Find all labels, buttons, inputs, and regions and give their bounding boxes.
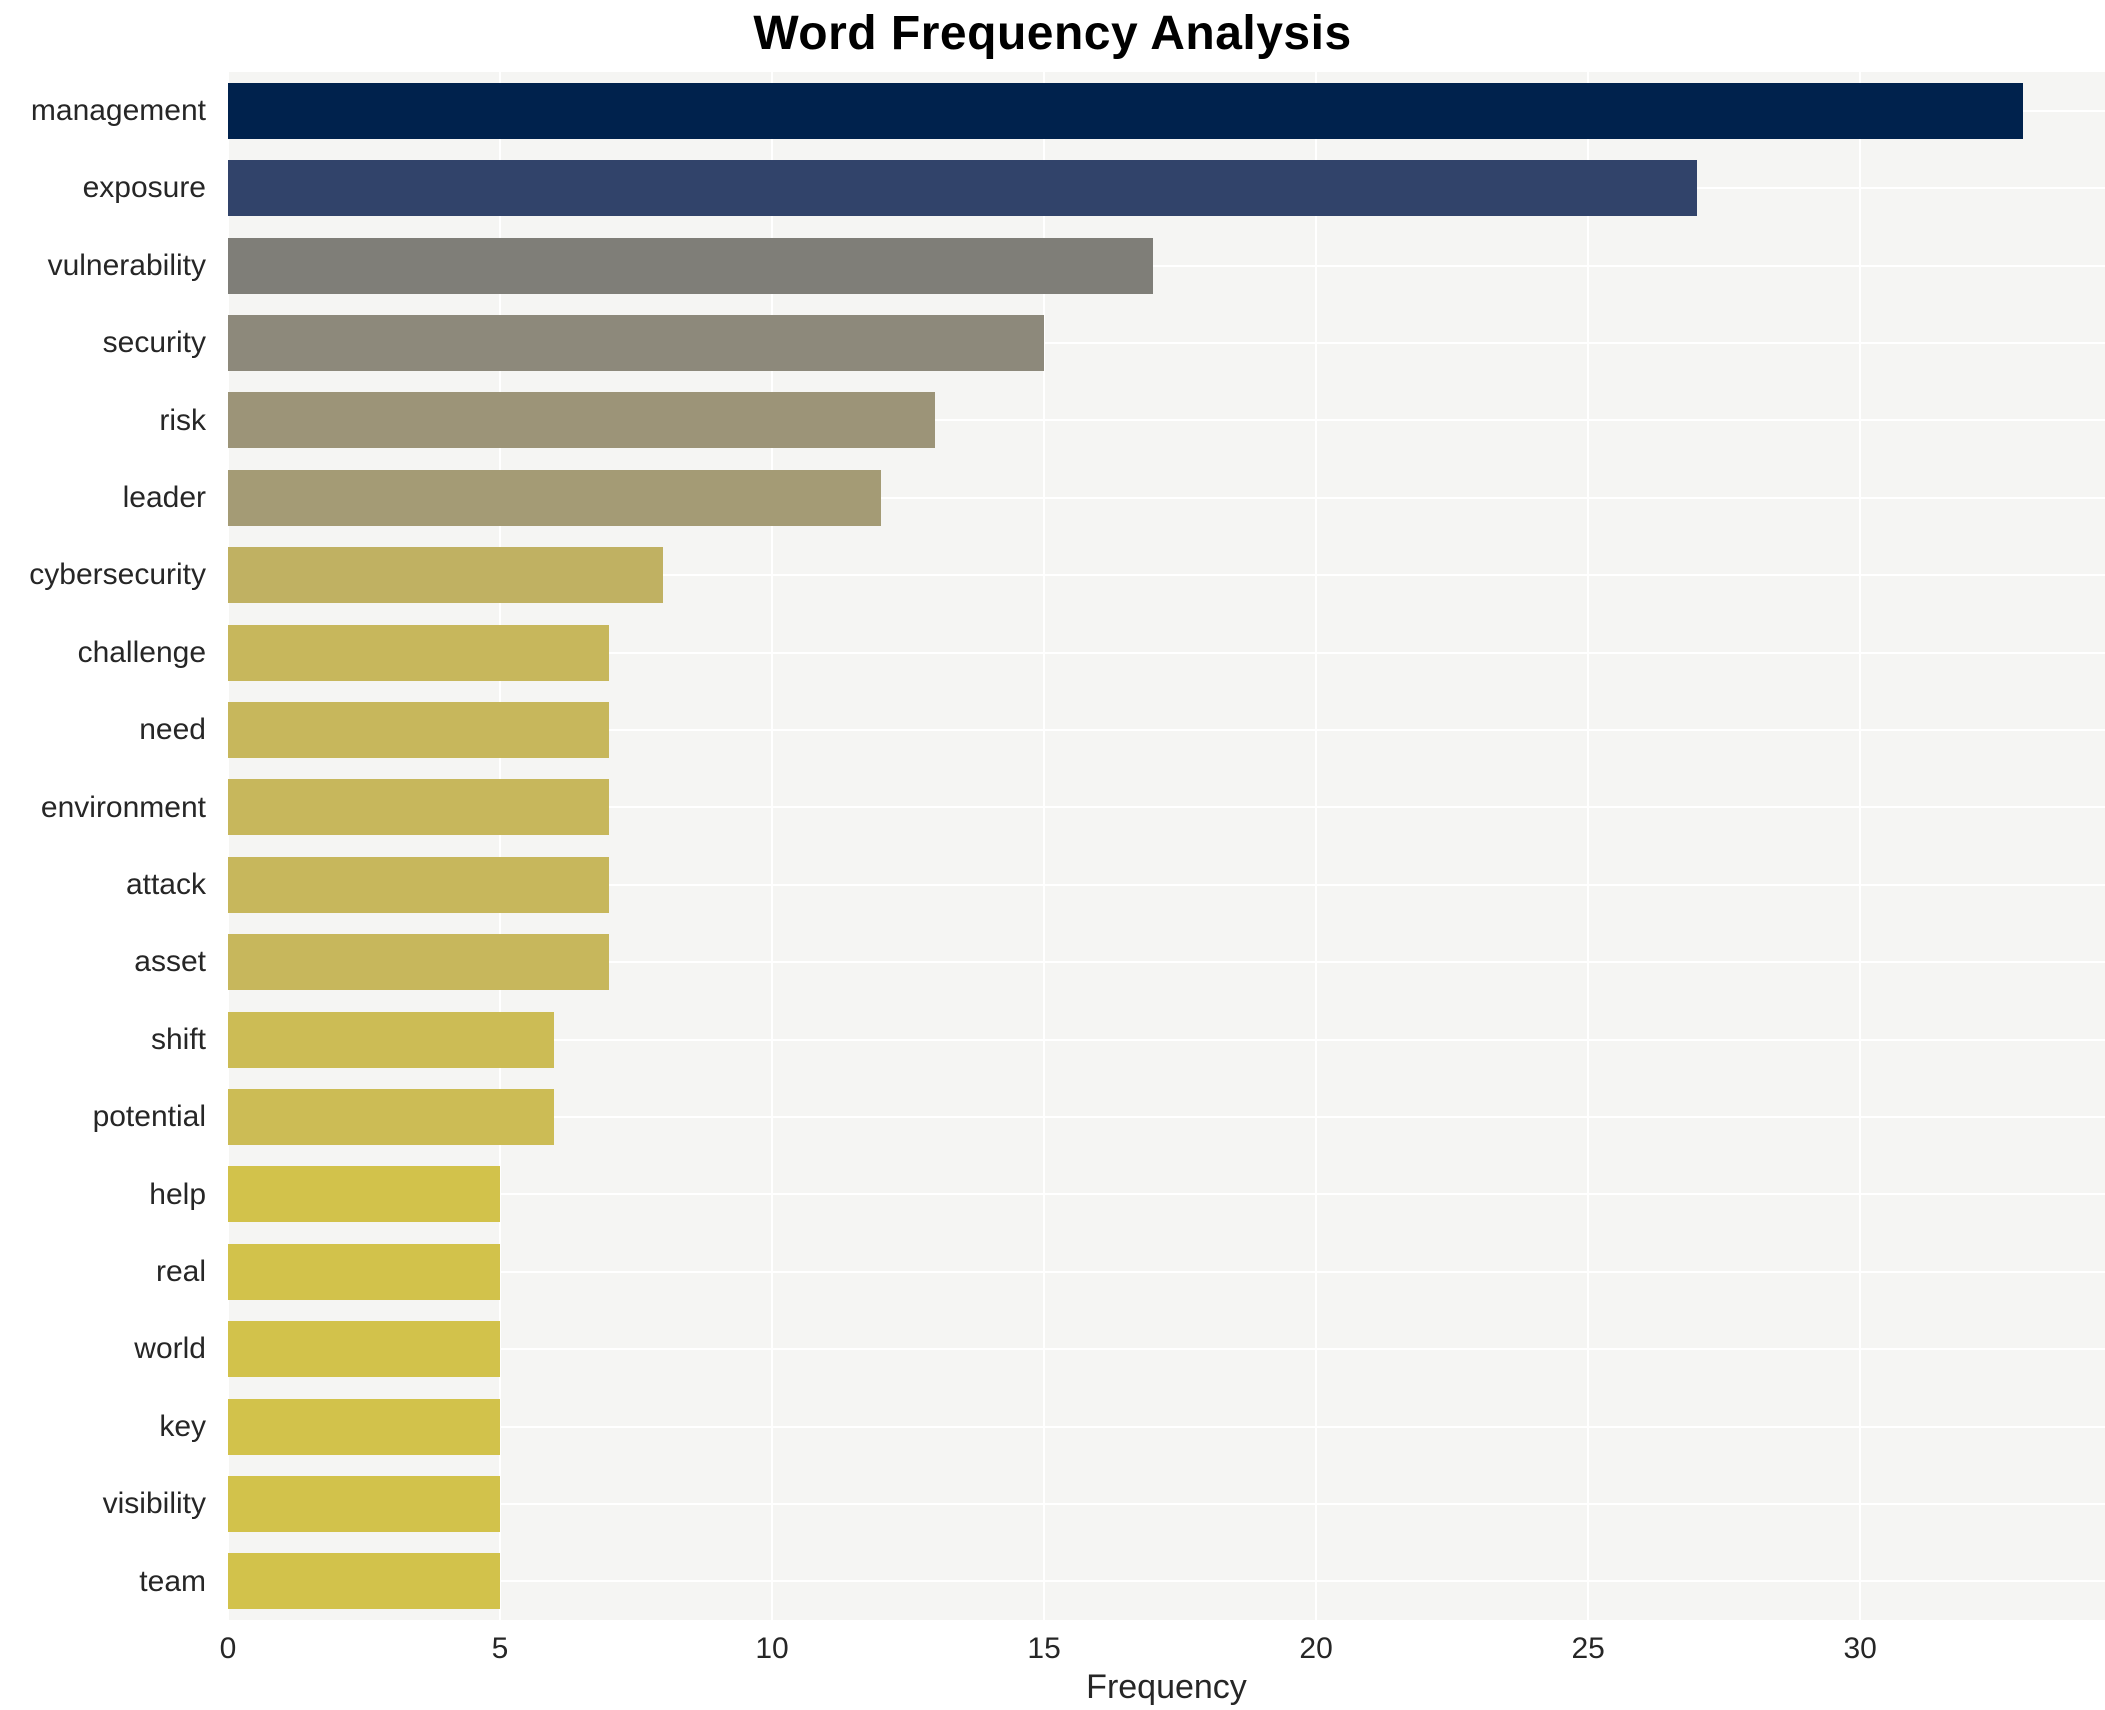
bar-real [228, 1243, 501, 1300]
gridline-y-real [228, 1270, 2105, 1273]
gridline-x-20 [1315, 72, 1318, 1620]
gridline-y-potential [228, 1115, 2105, 1118]
x-tick-label-25: 25 [1571, 1632, 1605, 1665]
gridline-y-asset [228, 961, 2105, 964]
y-axis-label-leader: leader [122, 481, 206, 514]
y-axis-label-help: help [149, 1177, 206, 1211]
x-tick-label-5: 5 [491, 1632, 509, 1665]
y-axis-label-vulnerability: vulnerability [47, 248, 206, 282]
gridline-x-25 [1587, 72, 1590, 1620]
x-tick-label-30: 30 [1843, 1632, 1877, 1665]
gridline-x-30 [1859, 72, 1862, 1620]
gridline-x-15 [1043, 72, 1046, 1620]
bar-team [228, 1553, 501, 1610]
x-axis-ticks: 0 5 10 15 20 25 30 [0, 1632, 2105, 1672]
bar-challenge [228, 624, 609, 681]
plot-area [227, 72, 2105, 1620]
bar-exposure [228, 160, 1697, 217]
gridline-y-shift [228, 1038, 2105, 1041]
x-tick-label-10: 10 [755, 1632, 789, 1665]
gridline-x-10 [771, 72, 774, 1620]
gridline-y-attack [228, 883, 2105, 886]
gridline-y-help [228, 1193, 2105, 1196]
gridline-y-team [228, 1580, 2105, 1583]
y-axis-label-cybersecurity: cybersecurity [29, 558, 206, 592]
y-axis-label-key: key [159, 1409, 206, 1443]
gridline-y-visibility [228, 1502, 2105, 1505]
bar-asset [228, 934, 609, 991]
chart-title: Word Frequency Analysis [753, 7, 1352, 60]
y-axis-label-management: management [30, 94, 206, 127]
gridline-y-challenge [228, 651, 2105, 654]
bar-leader [228, 469, 881, 526]
y-axis-label-challenge: challenge [77, 635, 206, 669]
x-tick-label-15: 15 [1027, 1632, 1061, 1665]
y-axis-label-need: need [139, 713, 206, 747]
bar-security [228, 314, 1045, 371]
bar-environment [228, 779, 609, 836]
bar-management [228, 82, 2024, 139]
bar-need [228, 701, 609, 758]
gridline-y-environment [228, 806, 2105, 809]
gridline-x-0 [227, 72, 229, 1620]
gridline-y-leader [228, 496, 2105, 499]
bar-world [228, 1321, 501, 1378]
x-tick-label-0: 0 [219, 1632, 237, 1665]
y-axis-label-risk: risk [159, 403, 206, 437]
bar-risk [228, 392, 936, 449]
bar-shift [228, 1011, 555, 1068]
bar-key [228, 1398, 501, 1455]
bar-potential [228, 1088, 555, 1145]
y-axis-label-shift: shift [150, 1022, 206, 1056]
y-axis-label-attack: attack [125, 868, 206, 901]
y-axis-label-team: team [139, 1564, 206, 1598]
y-axis-labels: management exposure vulnerability security r… [0, 72, 214, 1620]
gridline-y-key [228, 1425, 2105, 1428]
bar-visibility [228, 1475, 501, 1532]
gridline-y-vulnerability [228, 264, 2105, 267]
gridline-y-risk [228, 419, 2105, 422]
x-tick-label-20: 20 [1299, 1632, 1333, 1665]
y-axis-label-environment: environment [40, 790, 206, 824]
y-axis-label-world: world [134, 1332, 206, 1366]
bar-vulnerability [228, 237, 1153, 294]
bar-attack [228, 856, 609, 913]
bar-cybersecurity [228, 547, 664, 604]
gridline-y-world [228, 1348, 2105, 1351]
x-axis-label: Frequency [1086, 1668, 1247, 1706]
y-axis-label-potential: potential [92, 1100, 206, 1134]
y-axis-label-visibility: visibility [102, 1487, 206, 1521]
gridline-y-security [228, 341, 2105, 344]
gridline-x-5 [499, 72, 502, 1620]
y-axis-label-security: security [102, 326, 206, 360]
gridline-y-cybersecurity [228, 574, 2105, 577]
gridline-y-need [228, 728, 2105, 731]
y-axis-label-real: real [155, 1255, 206, 1288]
y-axis-label-asset: asset [134, 945, 206, 979]
bar-help [228, 1166, 501, 1223]
y-axis-label-exposure: exposure [82, 171, 206, 205]
